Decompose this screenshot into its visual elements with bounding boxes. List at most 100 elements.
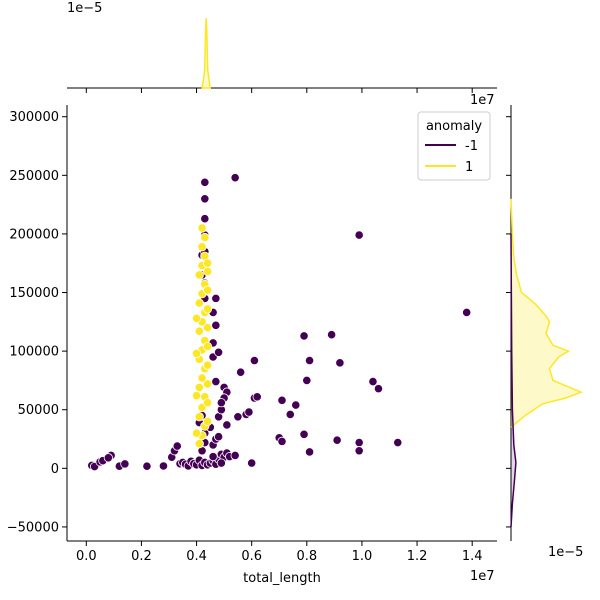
top-marginal-curves bbox=[201, 17, 212, 89]
scatter-point-anomaly bbox=[103, 453, 113, 463]
scatter-point-normal bbox=[194, 412, 204, 422]
scatter-point-anomaly bbox=[216, 398, 226, 408]
y-tick-label: −50000 bbox=[7, 520, 59, 535]
scatter-point-anomaly bbox=[304, 447, 315, 457]
y-tick-label: 200000 bbox=[9, 227, 59, 242]
scatter-point-anomaly bbox=[211, 293, 221, 303]
right-marginal-density-normal bbox=[510, 198, 584, 428]
scatter-point-anomaly bbox=[335, 358, 345, 368]
scatter-point-anomaly bbox=[285, 409, 295, 420]
scatter-point-normal bbox=[194, 298, 204, 308]
scatter-point-normal bbox=[202, 304, 213, 314]
y-tick-label: 100000 bbox=[9, 345, 59, 360]
scatter-point-normal bbox=[194, 439, 204, 449]
scatter-point-anomaly bbox=[299, 429, 309, 439]
x-axis-ticks: 0.0 0.2 0.4 0.6 0.8 1.0 1.2 1.4 bbox=[76, 541, 483, 564]
right-marginal-offset-label: 1e−5 bbox=[548, 545, 583, 560]
scatter-point-normal bbox=[202, 379, 213, 389]
y-tick-label: 50000 bbox=[18, 403, 59, 418]
scatter-point-normal bbox=[191, 391, 202, 401]
y-axis-ticks: −50000 0 50000 100000 150000 200000 250000 3000… bbox=[7, 110, 67, 535]
scatter-point-anomaly bbox=[252, 392, 262, 402]
y-tick-label: 300000 bbox=[9, 110, 59, 125]
scatter-point-anomaly bbox=[368, 377, 378, 387]
scatter-point-anomaly bbox=[214, 347, 224, 357]
x-offset-label-top: 1e7 bbox=[470, 93, 495, 108]
x-tick-label: 1.4 bbox=[462, 549, 483, 564]
scatter-point-anomaly bbox=[214, 432, 224, 442]
scatter-point-normal bbox=[194, 270, 204, 280]
scatter-point-anomaly bbox=[244, 407, 254, 417]
scatter-point-anomaly bbox=[462, 307, 472, 318]
scatter-point-anomaly bbox=[354, 230, 364, 240]
y-tick-label: 0 bbox=[51, 462, 59, 477]
legend: anomaly -1 1 bbox=[417, 111, 491, 181]
x-tick-label: 1.0 bbox=[352, 549, 373, 564]
right-marginal-curves bbox=[510, 198, 584, 527]
legend-title: anomaly bbox=[426, 119, 482, 134]
y-tick-label: 150000 bbox=[9, 286, 59, 301]
scatter-points bbox=[87, 173, 472, 472]
scatter-point-normal bbox=[191, 313, 202, 323]
x-tick-label: 0.0 bbox=[76, 549, 97, 564]
scatter-point-anomaly bbox=[172, 441, 182, 451]
scatter-point-anomaly bbox=[142, 461, 152, 471]
top-marginal-ticks bbox=[85, 88, 473, 93]
scatter-point-anomaly bbox=[249, 355, 260, 366]
main-plot: 0.0 0.2 0.4 0.6 0.8 1.0 1.2 1.4 −50000 0 50000 100… bbox=[7, 93, 497, 586]
scatter-point-normal bbox=[194, 382, 204, 393]
x-axis-label: total_length bbox=[243, 571, 321, 586]
scatter-point-anomaly bbox=[299, 331, 309, 341]
top-marginal: 1e−5 bbox=[67, 1, 497, 93]
scatter-point-normal bbox=[197, 373, 207, 383]
legend-label-pos1: 1 bbox=[465, 160, 473, 175]
scatter-point-anomaly bbox=[233, 412, 243, 422]
legend-label-neg1: -1 bbox=[465, 139, 478, 154]
scatter-point-normal bbox=[202, 398, 213, 408]
scatter-point-normal bbox=[202, 416, 213, 427]
x-tick-label: 0.6 bbox=[241, 549, 262, 564]
scatter-point-normal bbox=[202, 341, 213, 352]
scatter-point-normal bbox=[194, 326, 204, 336]
scatter-point-normal bbox=[202, 360, 213, 370]
scatter-point-anomaly bbox=[200, 194, 210, 204]
scatter-point-normal bbox=[197, 223, 207, 233]
scatter-point-anomaly bbox=[277, 436, 287, 446]
scatter-point-anomaly bbox=[247, 458, 257, 468]
scatter-point-anomaly bbox=[158, 461, 169, 471]
right-marginal-ticks bbox=[506, 116, 511, 528]
top-marginal-offset-label: 1e−5 bbox=[67, 1, 102, 16]
scatter-point-anomaly bbox=[332, 435, 342, 445]
x-tick-label: 0.8 bbox=[296, 549, 317, 564]
scatter-point-anomaly bbox=[277, 395, 287, 405]
scatter-point-anomaly bbox=[291, 400, 301, 410]
scatter-point-anomaly bbox=[304, 355, 315, 366]
scatter-point-anomaly bbox=[200, 177, 210, 187]
scatter-point-anomaly bbox=[393, 437, 403, 448]
scatter-point-normal bbox=[202, 323, 213, 333]
scatter-point-normal bbox=[191, 428, 202, 438]
right-marginal: 1e−5 bbox=[506, 105, 583, 560]
right-marginal-fill-normal bbox=[511, 198, 581, 428]
scatter-point-anomaly bbox=[230, 450, 240, 461]
x-tick-label: 0.4 bbox=[186, 549, 207, 564]
scatter-point-normal bbox=[202, 285, 213, 295]
scatter-point-anomaly bbox=[354, 446, 364, 456]
scatter-point-normal bbox=[197, 242, 207, 252]
scatter-point-anomaly bbox=[327, 330, 337, 340]
scatter-point-anomaly bbox=[222, 420, 232, 430]
scatter-point-anomaly bbox=[208, 452, 218, 462]
scatter-point-normal bbox=[202, 258, 213, 268]
scatter-point-anomaly bbox=[211, 377, 221, 387]
scatter-point-anomaly bbox=[354, 437, 364, 448]
scatter-point-normal bbox=[202, 266, 213, 277]
right-marginal-density-anomaly bbox=[510, 233, 517, 527]
x-tick-label: 1.2 bbox=[407, 549, 428, 564]
scatter-point-anomaly bbox=[211, 320, 221, 330]
scatter-point-anomaly bbox=[230, 173, 240, 183]
x-tick-label: 0.2 bbox=[131, 549, 152, 564]
scatter-point-normal bbox=[200, 232, 210, 243]
scatter-point-anomaly bbox=[120, 459, 130, 469]
top-marginal-density-1 bbox=[201, 17, 212, 89]
y-tick-label: 250000 bbox=[9, 169, 59, 184]
